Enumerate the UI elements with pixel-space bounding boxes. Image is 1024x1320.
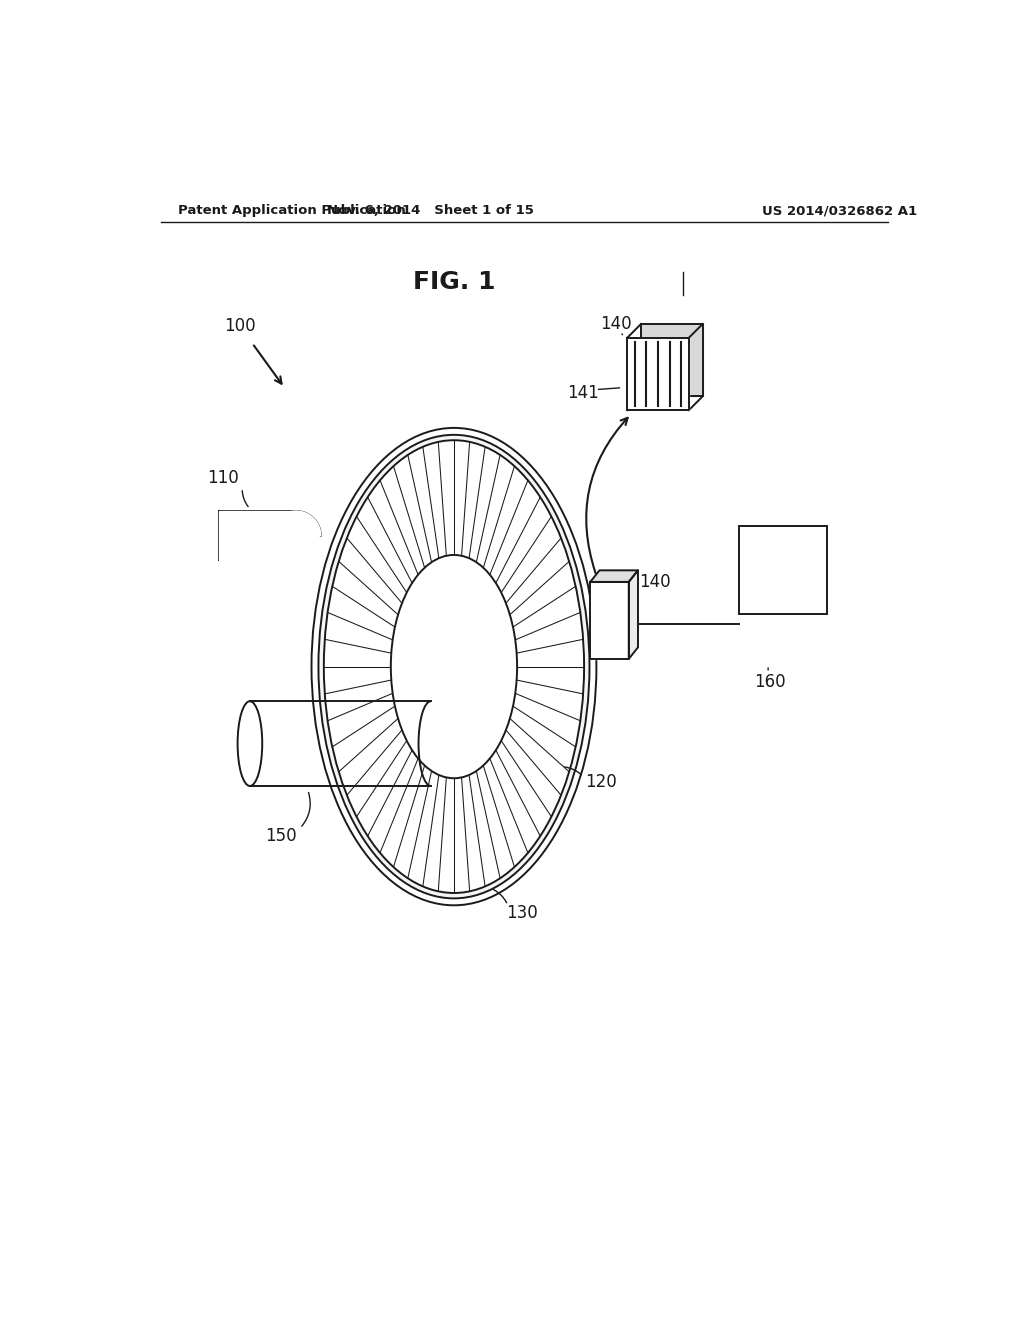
Polygon shape — [219, 511, 296, 561]
Text: FIG. 1: FIG. 1 — [413, 269, 496, 293]
Text: 110: 110 — [208, 469, 240, 487]
Text: 100: 100 — [224, 317, 256, 335]
Polygon shape — [590, 570, 638, 582]
Text: 141: 141 — [567, 384, 599, 403]
Text: 130: 130 — [506, 904, 538, 921]
Ellipse shape — [324, 441, 584, 894]
Ellipse shape — [318, 434, 590, 899]
Polygon shape — [590, 582, 629, 659]
Ellipse shape — [391, 554, 517, 779]
Ellipse shape — [238, 701, 262, 785]
Bar — [739, 525, 827, 614]
Polygon shape — [641, 323, 702, 396]
Polygon shape — [629, 570, 638, 659]
Text: 120: 120 — [585, 774, 616, 791]
Ellipse shape — [311, 428, 596, 906]
Text: Nov. 6, 2014   Sheet 1 of 15: Nov. 6, 2014 Sheet 1 of 15 — [328, 205, 535, 218]
Text: US 2014/0326862 A1: US 2014/0326862 A1 — [762, 205, 918, 218]
Text: 140: 140 — [600, 315, 632, 333]
Text: 140: 140 — [639, 573, 671, 591]
Text: 150: 150 — [265, 828, 297, 845]
Polygon shape — [628, 338, 689, 411]
Text: Patent Application Publication: Patent Application Publication — [178, 205, 407, 218]
Polygon shape — [271, 511, 321, 536]
Polygon shape — [250, 701, 431, 785]
Text: 160: 160 — [755, 673, 785, 690]
